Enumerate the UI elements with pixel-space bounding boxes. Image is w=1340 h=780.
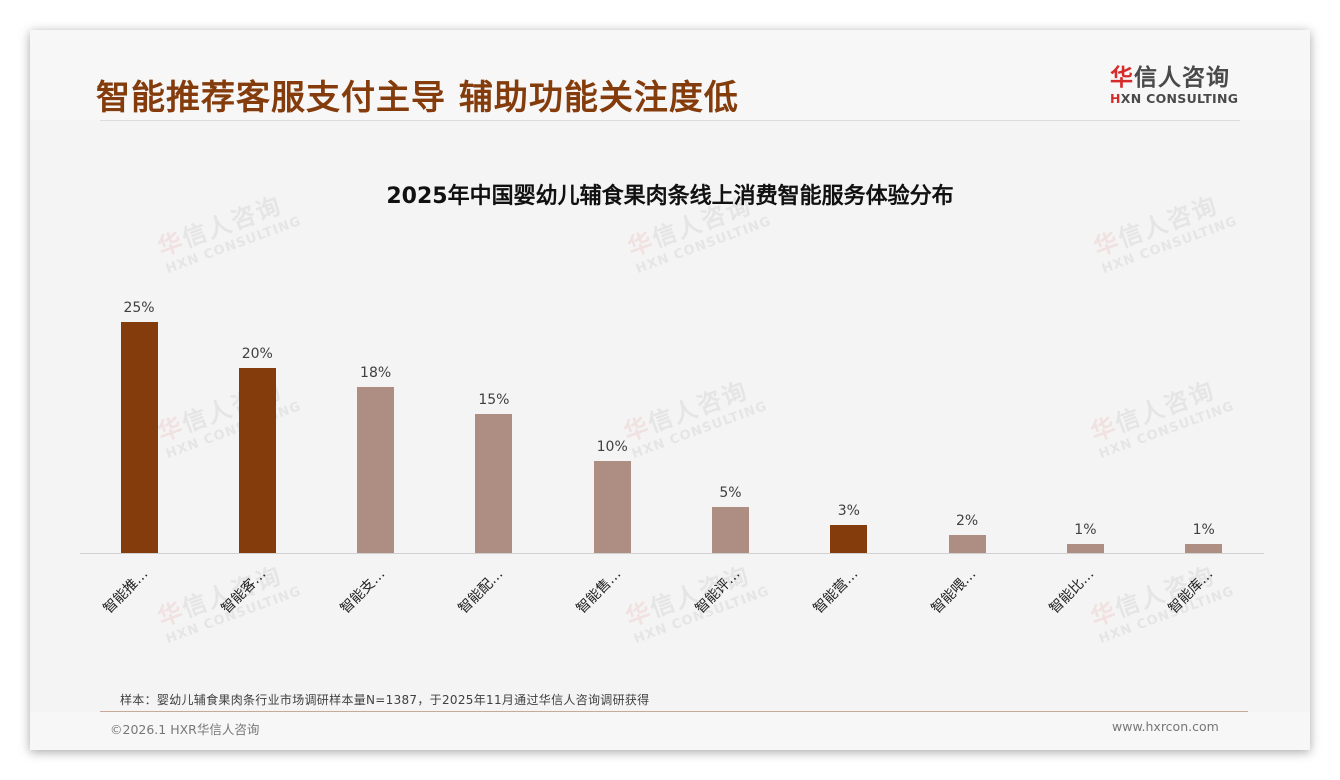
footer-divider <box>100 711 1248 712</box>
x-tick-label: 智能支… <box>337 566 388 617</box>
x-tick-label: 智能售… <box>573 566 625 617</box>
bar-value-label: 20% <box>241 346 273 363</box>
x-tick-label: 智能库… <box>1165 566 1217 617</box>
bar[interactable] <box>593 460 631 553</box>
chart-title: 2025年中国婴幼儿辅食果肉条线上消费智能服务体验分布 <box>386 184 954 209</box>
bar-value-label: 18% <box>360 364 392 381</box>
logo-en-rest: XN CONSULTING <box>1120 91 1239 106</box>
x-tick-label: 智能推… <box>100 566 152 617</box>
sample-note: 样本：婴幼儿辅食果肉条行业市场调研样本量N=1387，于2025年11月通过华信… <box>120 693 650 707</box>
bar-chart: 25% 智能推… 20% 智能客… 18% 智能支… 15% 智能配… 10% 智能售… 5% 智能评… <box>30 30 1310 750</box>
bar[interactable] <box>475 414 513 553</box>
logo-cn-hua: 华 <box>1110 65 1134 91</box>
x-tick-label: 智能比… <box>1046 566 1098 617</box>
bar[interactable] <box>357 386 395 553</box>
bar-value-label: 1% <box>1192 521 1215 538</box>
bar[interactable] <box>120 322 158 553</box>
x-tick-label: 智能客… <box>218 566 270 617</box>
logo-cn: 华信人咨询 <box>1110 64 1242 92</box>
bar-value-label: 2% <box>955 512 979 529</box>
x-tick-label: 智能配… <box>455 566 507 617</box>
bar[interactable] <box>1066 543 1104 553</box>
logo-en-h: H <box>1110 91 1121 106</box>
copyright-text: ©2026.1 HXR华信人咨询 <box>110 722 260 737</box>
x-tick-label: 智能营… <box>810 566 862 617</box>
x-tick-label: 智能喂… <box>928 566 980 617</box>
bar[interactable] <box>712 506 749 553</box>
bar-value-label: 15% <box>478 392 510 409</box>
bar-value-label: 3% <box>837 503 860 520</box>
logo-en: HXN CONSULTING <box>1110 92 1242 106</box>
header-band <box>30 30 1310 120</box>
x-tick-label: 智能评… <box>691 566 743 617</box>
slide-title: 智能推荐客服支付主导 辅助功能关注度低 <box>96 78 739 118</box>
logo-cn-rest: 信人咨询 <box>1134 65 1230 91</box>
company-logo: 华信人咨询 HXN CONSULTING <box>1110 64 1242 112</box>
website-link[interactable]: www.hxrcon.com <box>1112 719 1219 734</box>
title-divider <box>100 120 1240 121</box>
bar[interactable] <box>830 525 868 553</box>
bar-value-label: 5% <box>719 484 742 501</box>
bar-value-label: 10% <box>596 438 628 455</box>
bar-value-label: 25% <box>123 300 155 316</box>
bar[interactable] <box>238 368 276 553</box>
bar[interactable] <box>1185 543 1223 553</box>
footer-band <box>30 712 1310 750</box>
bar-value-label: 1% <box>1074 521 1097 538</box>
slide: 智能推荐客服支付主导 辅助功能关注度低 华信人咨询 HXN CONSULTING… <box>30 30 1310 750</box>
bar[interactable] <box>948 534 986 553</box>
x-axis-line <box>80 553 1264 554</box>
